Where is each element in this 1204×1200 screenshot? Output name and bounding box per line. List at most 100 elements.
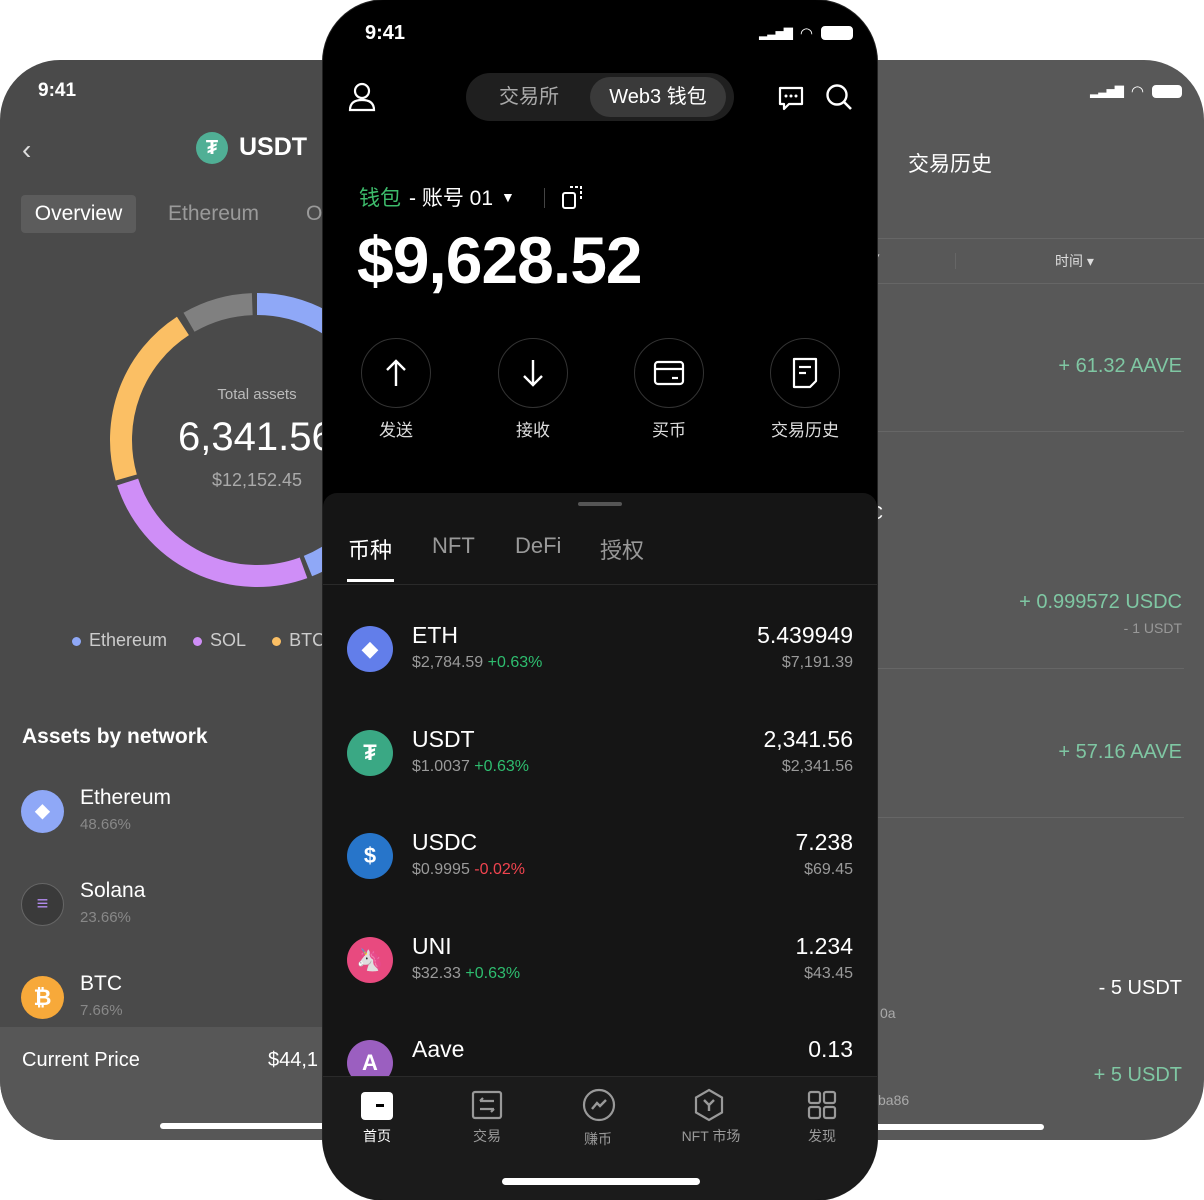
coin-price: $32.33 +0.63%	[412, 964, 521, 982]
tx-amount[interactable]: - 5 USDT	[1098, 977, 1182, 999]
current-price-label: Current Price	[22, 1049, 140, 1071]
coin-row-aave[interactable]: A Aave 0.13	[323, 1034, 877, 1134]
earn-icon	[582, 1088, 616, 1122]
signal-icon: ▂▃▅▇	[1089, 84, 1124, 98]
solana-icon: ≡	[21, 883, 64, 926]
coin-value: $2,341.56	[781, 757, 853, 775]
network-name: Ethereum	[80, 786, 172, 809]
divider	[323, 584, 877, 585]
tabbar-nft-market[interactable]: NFT 市场	[681, 1128, 741, 1144]
sheet-handle[interactable]	[578, 502, 622, 506]
coin-amount: 0.13	[808, 1036, 853, 1062]
total-assets-label: Total assets	[217, 386, 297, 403]
battery-icon	[1152, 84, 1182, 98]
coin-amount: 5.439949	[757, 622, 853, 648]
coin-row-eth[interactable]: ◆ ETH $2,784.59 +0.63% 5.439949 $7,191.3…	[323, 620, 877, 720]
coin-row-usdt[interactable]: ₮ USDT $1.0037 +0.63% 2,341.56 $2,341.56	[323, 724, 877, 824]
search-icon[interactable]	[825, 83, 853, 111]
document-icon	[770, 338, 840, 408]
tx-address: 0a	[880, 1005, 896, 1021]
filter-time[interactable]: 时间 ▾	[1055, 253, 1094, 269]
coin-row-uni[interactable]: 🦄 UNI $32.33 +0.63% 1.234 $43.45	[323, 931, 877, 1031]
tx-amount[interactable]: + 0.999572 USDC	[1019, 591, 1182, 613]
tab-ethereum[interactable]: Ethereum	[168, 202, 260, 225]
page-title: 交易历史	[908, 153, 992, 176]
total-assets-value: 6,341.56	[178, 415, 334, 459]
history-label: 交易历史	[771, 421, 839, 440]
tab-defi[interactable]: DeFi	[515, 533, 562, 558]
network-name: Solana	[80, 879, 146, 902]
tabbar-earn[interactable]: 赚币	[584, 1131, 612, 1147]
coin-change: +0.63%	[474, 757, 530, 775]
coin-price: $2,784.59 +0.63%	[412, 654, 543, 671]
tab-other[interactable]: O	[306, 202, 323, 225]
tx-address: ba86	[878, 1092, 910, 1108]
home-indicator	[502, 1178, 700, 1185]
arrow-down-icon	[498, 338, 568, 408]
network-pct: 48.66%	[80, 816, 131, 833]
wifi-icon: ◠	[799, 25, 813, 42]
message-icon[interactable]	[777, 84, 805, 112]
tx-amount[interactable]: + 5 USDT	[1093, 1064, 1182, 1086]
send-label: 发送	[379, 421, 413, 440]
tabbar-home[interactable]: 首页	[363, 1128, 391, 1144]
receive-button[interactable]: 接收	[498, 338, 568, 441]
page-title: USDT	[239, 133, 308, 161]
coin-change: -0.02%	[474, 861, 525, 878]
profile-icon[interactable]	[348, 82, 376, 112]
coin-symbol: USDC	[412, 829, 478, 855]
copy-address-icon[interactable]	[561, 184, 585, 210]
coin-change: +0.63%	[487, 654, 543, 671]
coin-price: $0.9995 -0.02%	[412, 861, 525, 878]
section-title: Assets by network	[22, 725, 208, 748]
tab-overview[interactable]: Overview	[21, 195, 136, 233]
ethereum-icon: ◆	[21, 790, 64, 833]
eth-icon: ◆	[347, 626, 393, 672]
legend-item-ethereum: Ethereum	[72, 630, 167, 651]
tabbar-discover[interactable]: 发现	[808, 1128, 836, 1144]
dropdown-icon: ▼	[501, 189, 515, 205]
tab-tokens[interactable]: 币种	[348, 538, 393, 563]
tab-nft[interactable]: NFT	[432, 533, 475, 558]
status-icons: ▂▃▅▇ ◠	[759, 24, 853, 42]
usdt-icon: ₮	[347, 729, 393, 776]
home-indicator	[160, 1123, 460, 1129]
divider	[544, 188, 545, 208]
receive-label: 接收	[516, 421, 550, 440]
send-button[interactable]: 发送	[361, 338, 431, 441]
tab-exchange[interactable]: 交易所	[499, 86, 559, 108]
tabbar-trade[interactable]: 交易	[473, 1128, 501, 1144]
status-time: 9:41	[365, 22, 406, 44]
account-name: - 账号 01	[409, 187, 494, 210]
coin-symbol: ETH	[412, 622, 458, 648]
segment-other	[183, 293, 253, 332]
home-indicator	[860, 1124, 1044, 1130]
account-selector[interactable]: 钱包 - 账号 01 ▼	[359, 182, 515, 212]
active-tab-indicator	[347, 579, 394, 582]
usdc-icon: $	[347, 833, 393, 879]
history-button[interactable]: 交易历史	[770, 338, 840, 441]
tab-web3-wallet[interactable]: Web3 钱包	[590, 77, 726, 117]
wifi-icon: ◠	[1130, 83, 1144, 100]
battery-icon	[821, 26, 853, 40]
legend-item-sol: SOL	[193, 630, 246, 651]
status-icons: ▂▃▅▇ ◠	[1090, 82, 1182, 100]
tx-amount[interactable]: + 57.16 AAVE	[1058, 741, 1182, 763]
wallet-label: 钱包	[359, 187, 401, 210]
coin-amount: 1.234	[795, 932, 853, 959]
buy-button[interactable]: 买币	[634, 338, 704, 441]
coin-symbol: USDT	[412, 725, 475, 752]
status-time: 9:41	[38, 80, 77, 101]
coin-row-usdc[interactable]: $ USDC $0.9995 -0.02% 7.238 $69.45	[323, 827, 877, 927]
tx-amount[interactable]: + 61.32 AAVE	[1058, 355, 1182, 377]
home-icon	[361, 1092, 393, 1120]
arrow-up-icon	[361, 338, 431, 408]
back-icon[interactable]: ‹	[22, 134, 32, 165]
coin-change: +0.63%	[465, 964, 521, 982]
discover-icon	[807, 1090, 837, 1120]
total-balance: $9,628.52	[357, 223, 643, 297]
coin-symbol: UNI	[412, 932, 452, 959]
segment-btc	[110, 316, 190, 481]
tab-approvals[interactable]: 授权	[600, 538, 645, 563]
network-pct: 23.66%	[80, 909, 131, 926]
